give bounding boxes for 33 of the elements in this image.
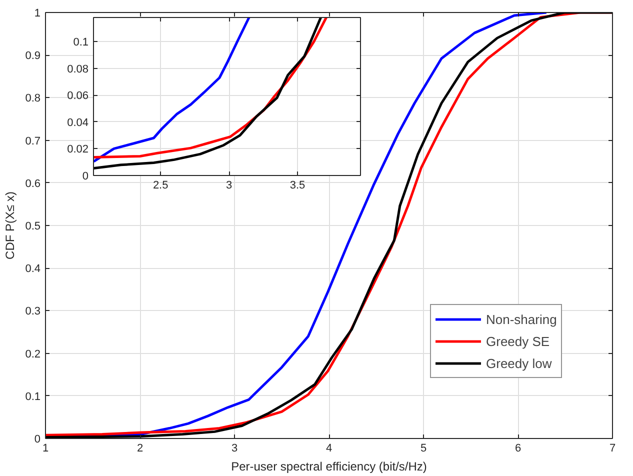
y-tick-label: 0.7 [25, 135, 41, 148]
y-tick-label: 0.6 [25, 178, 41, 190]
x-tick-label: 2.5 [152, 180, 168, 192]
x-tick-label: 7 [609, 442, 616, 454]
y-tick-label: 0 [34, 434, 41, 446]
x-tick-label: 6 [514, 442, 522, 454]
x-tick-label: 1 [42, 442, 49, 454]
y-tick-label: 0.1 [25, 390, 41, 403]
legend-label: Non-sharing [486, 310, 557, 329]
x-tick-label: 5 [420, 442, 427, 454]
y-tick-label: 0.1 [73, 36, 89, 49]
x-tick-label: 3 [231, 442, 238, 454]
x-axis-title: Per-user spectral efficiency (bit/s/Hz) [231, 460, 427, 474]
y-tick-label: 0.06 [67, 90, 89, 102]
x-tick-label: 4 [326, 442, 332, 454]
y-tick-label: 0.4 [25, 263, 41, 276]
legend-label: Greedy SE [486, 332, 550, 351]
y-tick-label: 0 [82, 170, 89, 182]
y-tick-label: 0.5 [25, 220, 41, 232]
line-series [94, 18, 250, 163]
y-tick-label: 0.9 [25, 50, 41, 62]
x-tick-label: 3 [226, 180, 232, 192]
y-tick-label: 0.02 [67, 144, 89, 156]
y-tick-label: 0.3 [25, 306, 41, 318]
legend-label: Greedy low [486, 354, 552, 373]
y-tick-label: 1 [34, 8, 41, 20]
y-axis-title: CDF P(X≤ x) [3, 192, 18, 260]
x-tick-label: 3.5 [290, 180, 306, 192]
y-tick-label: 0.08 [67, 63, 89, 76]
x-tick-label: 2 [136, 442, 144, 454]
y-tick-label: 0.8 [25, 92, 41, 105]
y-tick-label: 0.04 [67, 116, 89, 129]
y-tick-label: 0.2 [25, 348, 41, 360]
